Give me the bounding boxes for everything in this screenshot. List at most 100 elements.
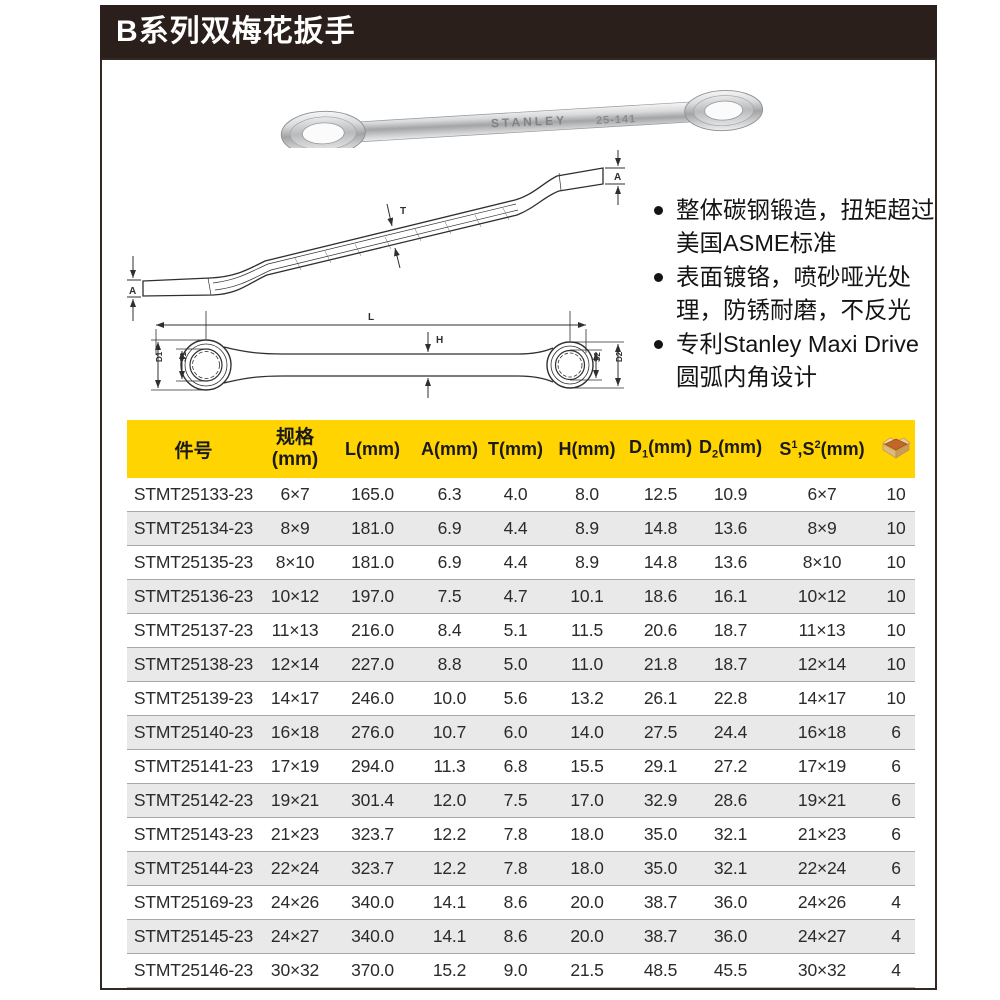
cell-h: 17.0 (570, 790, 604, 810)
cell-part-number: STMT25138-23 (133, 654, 254, 674)
cell-s1-s2: 8×9 (807, 518, 837, 538)
header-a: A(mm) (421, 438, 478, 459)
dim-label-s1: S1 (179, 352, 188, 362)
header-l: L(mm) (345, 438, 400, 459)
cell-part-number: STMT25134-23 (133, 518, 254, 538)
header-spec: 规格 (mm) (260, 427, 330, 471)
cell-d1: 35.0 (643, 824, 678, 844)
cell-t: 4.4 (503, 518, 528, 538)
cell-t: 6.8 (503, 756, 528, 776)
cell-pack-qty: 10 (886, 688, 906, 708)
table-row: STMT25146-23 30×32 370.0 15.2 9.0 21.5 4… (127, 953, 915, 987)
cell-spec: 21×23 (270, 824, 320, 844)
cell-d2: 22.8 (713, 688, 748, 708)
cell-a: 6.9 (437, 518, 462, 538)
cell-s1-s2: 8×10 (802, 552, 842, 572)
cell-l: 246.0 (351, 688, 394, 708)
cell-d2: 45.5 (713, 960, 748, 980)
cell-s1-s2: 24×27 (797, 926, 847, 946)
cell-t: 7.8 (503, 824, 528, 844)
header-t: T(mm) (488, 438, 543, 459)
cell-l: 197.0 (351, 586, 394, 606)
cell-part-number: STMT25133-23 (133, 484, 254, 504)
cell-d1: 20.6 (643, 620, 678, 640)
cell-l: 276.0 (351, 722, 394, 742)
table-row: STMT25141-23 17×19 294.0 11.3 6.8 15.5 2… (127, 749, 915, 783)
cell-pack-qty: 10 (886, 552, 906, 572)
cell-h: 21.5 (570, 960, 604, 980)
feature-item: 表面镀铬，喷砂哑光处理，防锈耐磨，不反光 (654, 261, 946, 327)
cell-spec: 11×13 (271, 620, 319, 640)
cell-part-number: STMT25144-23 (133, 858, 254, 878)
cell-a: 8.8 (437, 654, 462, 674)
cell-d2: 18.7 (713, 654, 748, 674)
cell-d2: 16.1 (713, 586, 748, 606)
cell-a: 11.3 (433, 756, 466, 776)
cell-part-number: STMT25145-23 (133, 926, 254, 946)
cell-a: 10.0 (432, 688, 467, 708)
dim-label-l: L (368, 312, 374, 323)
cell-l: 165.0 (351, 484, 394, 504)
cell-d1: 18.6 (643, 586, 678, 606)
table-row: STMT25169-23 24×26 340.0 14.1 8.6 20.0 3… (127, 885, 915, 919)
feature-text: 表面镀铬，喷砂哑光处理，防锈耐磨，不反光 (676, 264, 911, 323)
table-row: STMT25133-23 6×7 165.0 6.3 4.0 8.0 12.5 … (127, 478, 915, 511)
cell-d1: 29.1 (643, 756, 678, 776)
cell-pack-qty: 4 (891, 960, 901, 980)
cell-s1-s2: 6×7 (807, 484, 837, 504)
feature-text: 整体碳钢锻造，扭矩超过美国ASME标准 (676, 197, 935, 256)
cell-pack-qty: 6 (891, 722, 901, 742)
cell-part-number: STMT25146-23 (133, 960, 254, 980)
cell-t: 4.7 (503, 586, 528, 606)
cell-s1-s2: 11×13 (798, 620, 846, 640)
cell-d1: 38.7 (643, 892, 678, 912)
cell-a: 12.2 (432, 824, 467, 844)
cell-t: 5.6 (503, 688, 528, 708)
side-profile-drawing: A A T (127, 150, 625, 321)
cell-part-number: STMT25143-23 (133, 824, 254, 844)
cell-d2: 13.6 (713, 552, 748, 572)
cell-l: 216.0 (351, 620, 394, 640)
table-row: STMT25139-23 14×17 246.0 10.0 5.6 13.2 2… (127, 681, 915, 715)
cell-h: 11.0 (571, 654, 603, 674)
cell-s1-s2: 12×14 (797, 654, 847, 674)
header-pack-qty (877, 433, 915, 465)
cell-part-number: STMT25141-23 (133, 756, 254, 776)
cell-s1-s2: 16×18 (797, 722, 847, 742)
cell-a: 10.7 (432, 722, 467, 742)
cell-pack-qty: 4 (891, 926, 901, 946)
cell-d1: 14.8 (643, 552, 678, 572)
cell-l: 181.0 (351, 552, 394, 572)
table-row: STMT25137-23 11×13 216.0 8.4 5.1 11.5 20… (127, 613, 915, 647)
cell-pack-qty: 10 (886, 484, 906, 504)
spec-table: 件号 规格 (mm) L(mm) A(mm) T(mm) H(mm) D1(mm… (127, 420, 915, 988)
cell-a: 6.3 (437, 484, 462, 504)
cell-spec: 30×32 (270, 960, 320, 980)
cell-pack-qty: 10 (886, 518, 906, 538)
cell-t: 5.1 (503, 620, 528, 640)
cell-part-number: STMT25136-23 (133, 586, 254, 606)
cell-d1: 35.0 (643, 858, 678, 878)
table-row: STMT25145-23 24×27 340.0 14.1 8.6 20.0 3… (127, 919, 915, 953)
cell-d2: 24.4 (713, 722, 748, 742)
cell-a: 14.1 (432, 926, 467, 946)
cell-d2: 18.7 (713, 620, 748, 640)
open-box-icon (882, 437, 911, 459)
cell-a: 7.5 (437, 586, 462, 606)
table-row: STMT25140-23 16×18 276.0 10.7 6.0 14.0 2… (127, 715, 915, 749)
cell-a: 12.2 (432, 858, 467, 878)
cell-d1: 38.7 (643, 926, 678, 946)
cell-h: 8.9 (575, 518, 599, 538)
cell-t: 8.6 (503, 892, 528, 912)
cell-a: 12.0 (432, 790, 467, 810)
cell-l: 340.0 (351, 926, 394, 946)
cell-spec: 6×7 (280, 484, 310, 504)
cell-s1-s2: 19×21 (797, 790, 847, 810)
cell-a: 6.9 (437, 552, 462, 572)
cell-d1: 32.9 (643, 790, 678, 810)
cell-d2: 27.2 (713, 756, 748, 776)
content-box: STANLEY 25-141 (100, 58, 937, 990)
table-row: STMT25143-23 21×23 323.7 12.2 7.8 18.0 3… (127, 817, 915, 851)
cell-spec: 22×24 (270, 858, 320, 878)
cell-s1-s2: 14×17 (797, 688, 847, 708)
